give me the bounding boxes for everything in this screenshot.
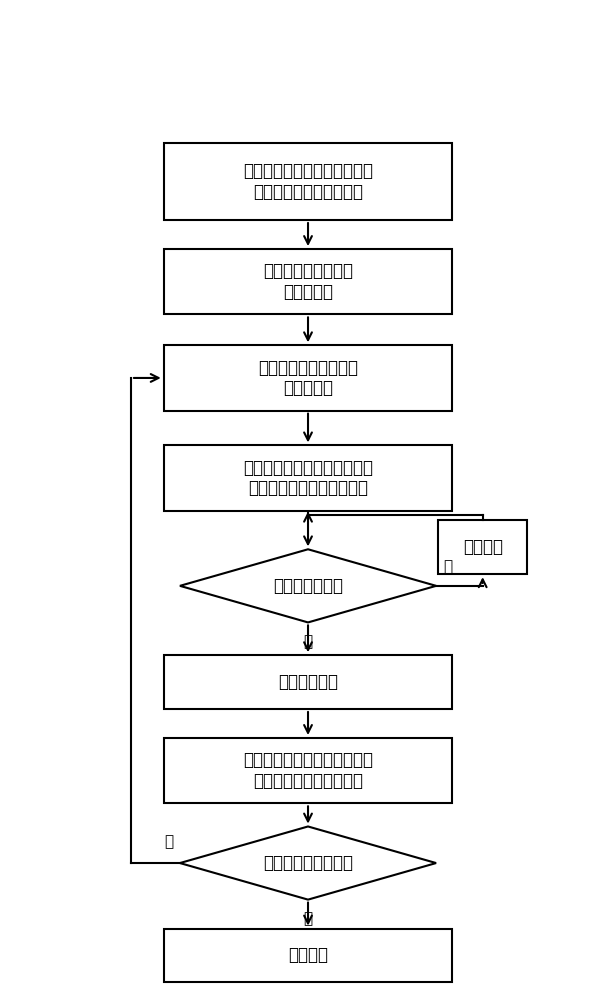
FancyBboxPatch shape [163, 928, 453, 982]
Text: 柔性对接装配: 柔性对接装配 [278, 673, 338, 691]
Polygon shape [180, 826, 436, 900]
Text: 否: 否 [164, 834, 173, 849]
Text: 是: 是 [304, 911, 313, 926]
FancyBboxPatch shape [163, 249, 453, 314]
Text: 所有舱段装配完成？: 所有舱段装配完成？ [263, 854, 353, 872]
Text: 确定装配工艺型号，配置装配
参数，系统自检、初始化: 确定装配工艺型号，配置装配 参数，系统自检、初始化 [243, 162, 373, 201]
Text: 否: 否 [443, 559, 452, 574]
FancyBboxPatch shape [163, 738, 453, 803]
FancyBboxPatch shape [439, 520, 527, 574]
Text: 是: 是 [304, 634, 313, 649]
FancyBboxPatch shape [163, 143, 453, 220]
Text: 是否便于装配？: 是否便于装配？ [273, 577, 343, 595]
Text: 装配完成: 装配完成 [288, 946, 328, 964]
Text: 手动微调: 手动微调 [463, 538, 502, 556]
FancyBboxPatch shape [163, 445, 453, 511]
Text: 启动自动对准装置，控制调节
电机，调整待装配舱段位姿: 启动自动对准装置，控制调节 电机，调整待装配舱段位姿 [243, 459, 373, 497]
FancyBboxPatch shape [163, 655, 453, 709]
Text: 放置首节舱段于静台
支撑环架上: 放置首节舱段于静台 支撑环架上 [263, 262, 353, 301]
Text: 放置待装配舱段于动台
支撑环架上: 放置待装配舱段于动台 支撑环架上 [258, 359, 358, 397]
FancyBboxPatch shape [163, 345, 453, 411]
Polygon shape [180, 549, 436, 622]
Text: 舱段牵引电机拖动已对接装配
完成部分全部运动到静台: 舱段牵引电机拖动已对接装配 完成部分全部运动到静台 [243, 751, 373, 790]
